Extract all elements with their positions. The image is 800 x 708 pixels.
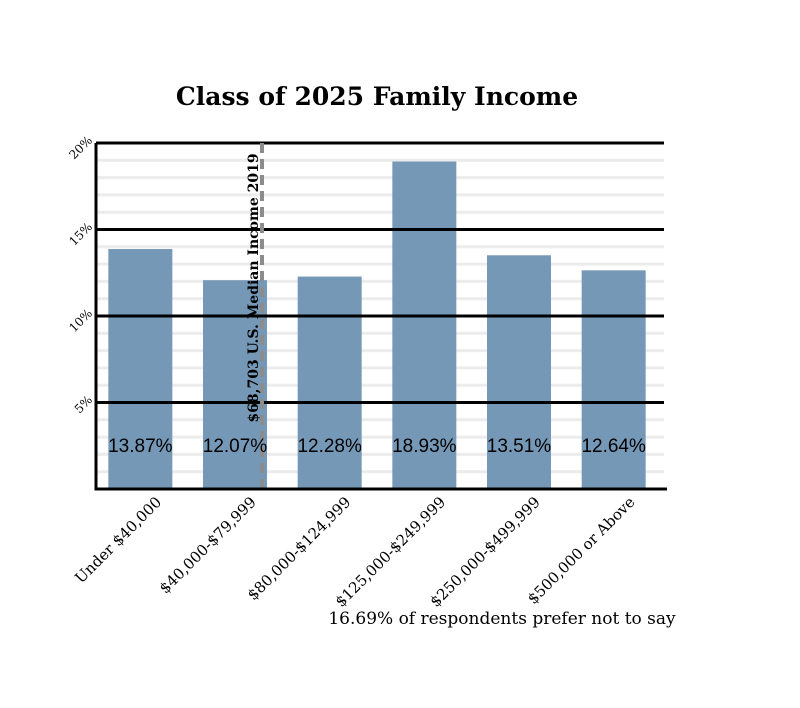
bars — [96, 141, 664, 490]
bar — [581, 270, 646, 489]
chart-title: Class of 2025 Family Income — [176, 82, 578, 111]
data-label: 12.07% — [203, 436, 268, 457]
gridlines — [96, 158, 664, 474]
median-reference-label: $68,703 U.S. Median Income 2019 — [246, 153, 262, 422]
data-labels: 13.87% 12.07% 12.28% 18.93% 13.51% 12.64% — [108, 436, 646, 457]
data-label: 12.64% — [581, 436, 646, 457]
y-tick-label: 5% — [72, 393, 95, 416]
x-tick-label: $500,000 or Above — [524, 493, 639, 608]
footnote: 16.69% of respondents prefer not to say — [328, 609, 676, 629]
data-label: 18.93% — [392, 436, 457, 457]
y-tick-label: 20% — [66, 133, 95, 162]
y-tick-label: 15% — [66, 220, 95, 249]
data-label: 13.87% — [108, 436, 173, 457]
data-label: 12.28% — [297, 436, 362, 457]
bar — [392, 161, 457, 490]
bar — [297, 276, 362, 489]
bar — [108, 249, 173, 489]
data-label: 13.51% — [487, 436, 552, 457]
bar — [487, 255, 551, 489]
x-tick-label: $40,000-$79,999 — [156, 493, 260, 597]
y-tick-label: 10% — [66, 306, 95, 335]
x-tick-label: Under $40,000 — [71, 493, 165, 587]
x-tick-label: $80,000-$124,999 — [244, 493, 355, 604]
median-reference: $68,703 U.S. Median Income 2019 — [246, 143, 264, 489]
